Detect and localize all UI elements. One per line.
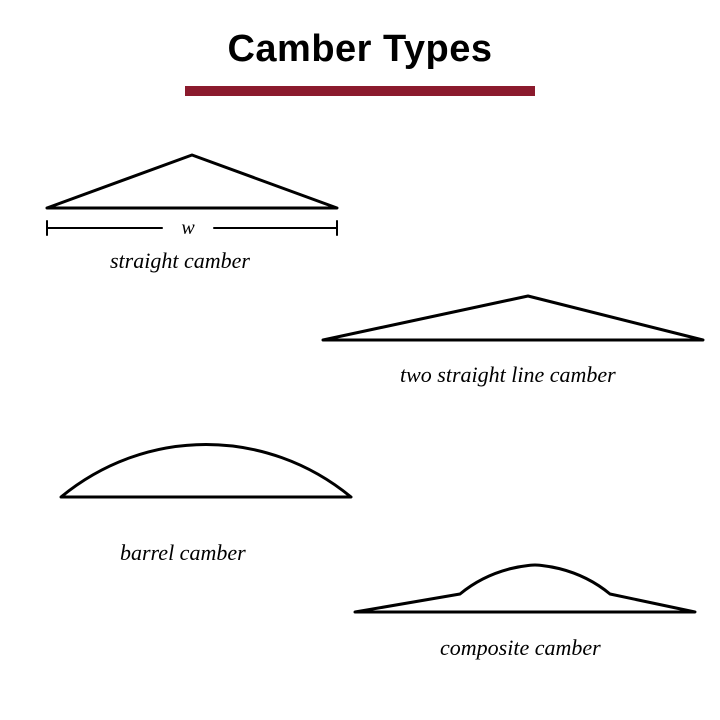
straight-camber-diagram: w — [42, 150, 342, 240]
barrel-camber-label: barrel camber — [120, 540, 246, 566]
straight-camber-label: straight camber — [110, 248, 250, 274]
composite-outline — [355, 565, 695, 612]
two-straight-camber-diagram — [318, 290, 708, 350]
diagram-page: Camber Types w straight camber two strai… — [0, 0, 720, 720]
dimension-label: w — [181, 217, 195, 239]
title-underline — [185, 86, 535, 96]
straight-camber-outline — [47, 155, 337, 208]
dimension-bar: w — [47, 217, 337, 239]
composite-camber-label: composite camber — [440, 635, 601, 661]
barrel-camber-diagram — [56, 445, 356, 505]
two-straight-outline — [323, 296, 703, 340]
page-title: Camber Types — [0, 28, 720, 71]
composite-camber-diagram — [350, 560, 700, 620]
barrel-outline — [61, 445, 351, 498]
two-straight-camber-label: two straight line camber — [400, 362, 616, 388]
